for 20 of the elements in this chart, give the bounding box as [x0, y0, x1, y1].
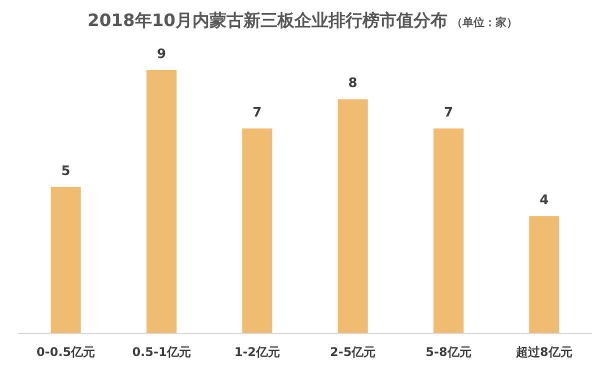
bar	[529, 216, 560, 333]
x-tick-label: 0-0.5亿元	[36, 345, 96, 359]
bar	[434, 128, 464, 333]
bar	[146, 70, 176, 333]
x-tick-label: 5-8亿元	[426, 345, 472, 359]
bar	[242, 128, 272, 333]
x-tick-label: 1-2亿元	[234, 345, 280, 359]
data-label: 7	[444, 105, 454, 120]
x-tick-label: 2-5亿元	[330, 345, 376, 359]
data-label: 4	[540, 193, 549, 208]
data-label: 8	[348, 76, 358, 92]
bar	[50, 186, 81, 333]
data-label: 7	[252, 105, 262, 120]
bar	[338, 99, 368, 333]
chart-title: 2018年10月内蒙古新三板企业排行榜市值分布	[88, 11, 448, 31]
chart-subtitle: （单位：家）	[451, 16, 518, 29]
x-tick-label: 超过8亿元	[514, 345, 572, 359]
data-label: 5	[61, 164, 70, 179]
x-tick-label: 0.5-1亿元	[132, 345, 191, 359]
data-label: 9	[156, 47, 166, 62]
